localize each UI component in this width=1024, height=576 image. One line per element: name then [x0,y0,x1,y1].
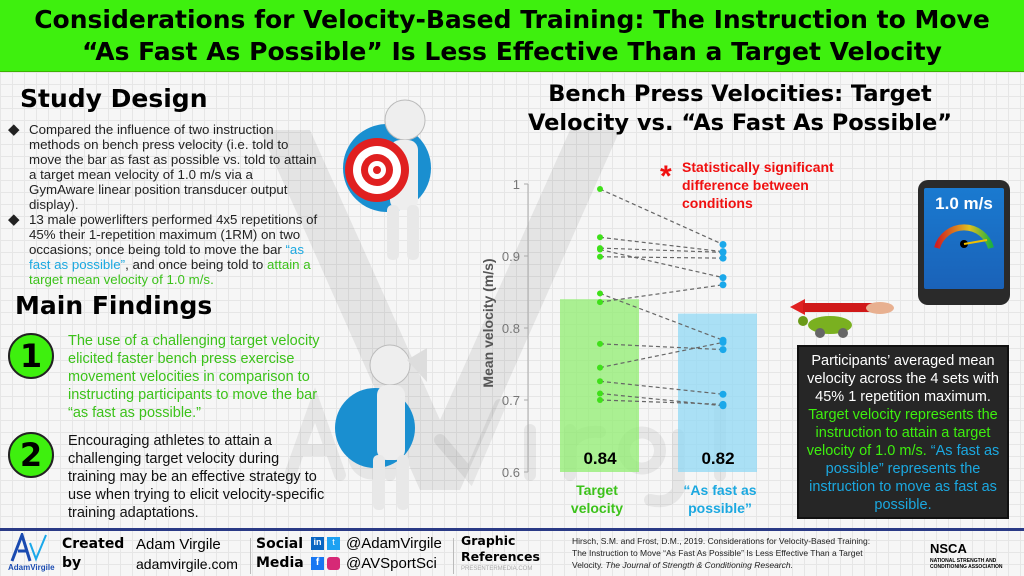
bar-0 [560,299,639,472]
figure-shouting-illustration [335,344,427,510]
target-velocity-point [597,340,603,347]
graphic-source: PRESENTERMEDIA.COM [461,566,533,572]
citation: Hirsch, S.M. and Frost, D.M., 2019. Cons… [572,536,871,570]
tablet-speed-display: 1.0 m/s [935,194,993,213]
finding-2-text: Encouraging athletes to attain a challen… [68,433,325,521]
pair-line [599,236,724,253]
title-line-2: “As Fast As Possible” Is Less Effective … [82,37,942,66]
logo-text: AdamVirgile [8,563,55,572]
figure-holding-target-illustration [343,99,431,260]
author-name: Adam Virgile [136,536,221,553]
target-velocity-point [597,246,603,253]
speedometer-gauge-icon [934,224,994,249]
title-banner: Considerations for Velocity-Based Traini… [0,0,1024,72]
category-label-target: Target velocity [570,482,624,516]
pair-line [599,188,724,246]
category-label-afap: “As fast as possible” [683,482,757,516]
footer [0,528,1024,576]
study-bullet-2: ◆ 13 male powerlifters performed 4x5 repe… [8,211,318,287]
significance-note: Statistically significant difference bet… [682,159,834,211]
facebook-icon[interactable]: f [311,557,324,570]
y-tick-label: 0.9 [502,249,520,264]
pair-line [599,247,724,253]
study-design-heading: Study Design [20,84,208,113]
social-media-label: Social Media [256,536,304,571]
created-by-label: Created by [62,536,125,571]
adamvirgile-logo [10,533,47,562]
afap-point [719,281,727,289]
afap-point [719,274,727,282]
twitter-icon[interactable]: t [327,537,340,550]
target-velocity-point [597,234,603,241]
graphic-references-label: Graphic References [461,533,540,564]
target-velocity-point [597,186,603,193]
target-velocity-point [597,397,603,403]
afap-point [719,254,727,262]
target-velocity-point [597,290,603,297]
info-box: Participants’ averaged mean velocity acr… [797,345,1009,519]
afap-point [719,346,727,354]
nsca-full-name: NATIONAL STRENGTH AND CONDITIONING ASSOC… [930,558,1003,570]
target-velocity-point [597,253,603,260]
linkedin-icon[interactable]: in [311,537,324,550]
bar-1 [678,313,757,472]
twitter-handle[interactable]: @AdamVirgile [346,535,442,552]
main-findings-heading: Main Findings [15,291,213,320]
target-velocity-point [597,390,603,397]
tablet-illustration: 1.0 m/s [918,180,1010,305]
afap-point [719,390,727,398]
velocity-chart: 0.6 0.7 0.8 0.9 1 0.84 0.82 [502,177,757,480]
y-axis-label: Mean velocity (m/s) [480,258,496,388]
study-bullet-1: ◆ Compared the influence of two instructi… [8,121,317,212]
diamond-icon: ◆ [8,121,20,138]
study-bullets: ◆ Compared the influence of two instructi… [8,121,321,287]
target-velocity-point [597,364,603,371]
bar-value-label: 0.82 [701,449,734,468]
y-tick-label: 0.8 [502,321,520,336]
nsca-logo: NSCA [930,541,967,556]
significance-asterisk: * [660,160,672,193]
pair-line [599,292,724,341]
pair-line [599,256,724,259]
title-line-1: Considerations for Velocity-Based Traini… [34,5,990,34]
finding-number-1: 1 [8,333,54,379]
chart-title: Bench Press Velocities: Target Velocity … [527,81,953,136]
website-link[interactable]: adamvirgile.com [136,556,238,572]
target-velocity-point [597,299,603,306]
finding-number-2: 2 [8,432,54,478]
y-tick-label: 0.6 [502,465,520,480]
finding-1-text: The use of a challenging target velocity… [68,333,320,421]
y-tick-label: 0.7 [502,393,520,408]
diamond-icon: ◆ [8,211,20,228]
afap-point [719,400,727,408]
bar-value-label: 0.84 [583,449,617,468]
afap-point [719,248,727,256]
target-velocity-point [597,378,603,385]
afap-point [719,240,727,248]
y-tick-label: 1 [513,177,520,192]
instagram-handle[interactable]: @AVSportSci [346,555,437,572]
pair-line [599,248,724,279]
instagram-icon[interactable] [327,557,340,570]
afap-point [719,338,727,346]
rocket-turtle-illustration [790,299,894,338]
